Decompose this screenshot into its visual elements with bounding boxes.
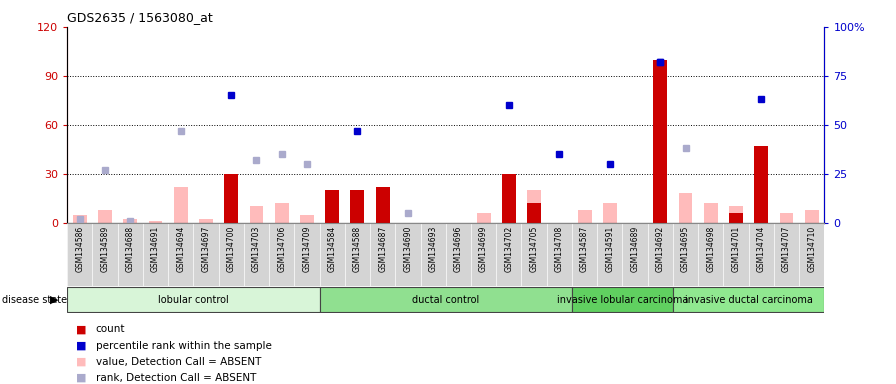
Bar xyxy=(325,190,339,223)
Bar xyxy=(325,220,339,223)
Text: lobular control: lobular control xyxy=(158,295,228,305)
Text: GSM134695: GSM134695 xyxy=(681,226,690,272)
Bar xyxy=(300,215,314,223)
Bar xyxy=(502,174,516,223)
Text: GSM134707: GSM134707 xyxy=(782,226,791,272)
Bar xyxy=(99,210,112,223)
Text: GSM134709: GSM134709 xyxy=(303,226,312,272)
Text: GSM134696: GSM134696 xyxy=(454,226,463,272)
Text: GSM134702: GSM134702 xyxy=(504,226,513,272)
Text: count: count xyxy=(96,324,125,334)
Bar xyxy=(704,203,718,223)
Bar xyxy=(729,207,743,223)
Bar xyxy=(780,213,793,223)
Bar xyxy=(527,190,541,223)
Text: GSM134689: GSM134689 xyxy=(631,226,640,272)
Text: GSM134708: GSM134708 xyxy=(555,226,564,272)
Text: GSM134586: GSM134586 xyxy=(75,226,84,272)
Text: GSM134692: GSM134692 xyxy=(656,226,665,272)
Text: ductal control: ductal control xyxy=(412,295,479,305)
Bar xyxy=(73,215,87,223)
Bar xyxy=(199,220,213,223)
Text: GSM134687: GSM134687 xyxy=(378,226,387,272)
Bar xyxy=(250,207,263,223)
Text: GSM134591: GSM134591 xyxy=(606,226,615,272)
Bar xyxy=(754,146,768,223)
Bar xyxy=(275,203,289,223)
Bar xyxy=(350,190,365,223)
Bar xyxy=(653,60,668,223)
Bar xyxy=(603,203,616,223)
Text: ■: ■ xyxy=(76,324,87,334)
Text: invasive lobular carcinoma: invasive lobular carcinoma xyxy=(556,295,688,305)
Bar xyxy=(527,203,541,223)
FancyBboxPatch shape xyxy=(67,286,320,313)
Text: GSM134705: GSM134705 xyxy=(530,226,538,272)
Text: GSM134706: GSM134706 xyxy=(277,226,286,272)
FancyBboxPatch shape xyxy=(572,286,673,313)
Bar xyxy=(578,210,591,223)
Bar xyxy=(149,221,162,223)
Text: GSM134704: GSM134704 xyxy=(757,226,766,272)
Bar xyxy=(174,187,187,223)
Text: GSM134694: GSM134694 xyxy=(177,226,185,272)
Text: rank, Detection Call = ABSENT: rank, Detection Call = ABSENT xyxy=(96,373,256,383)
Text: GSM134690: GSM134690 xyxy=(403,226,412,272)
Text: GSM134688: GSM134688 xyxy=(125,226,134,272)
Text: GSM134698: GSM134698 xyxy=(706,226,715,272)
Text: GSM134701: GSM134701 xyxy=(731,226,740,272)
Text: GSM134703: GSM134703 xyxy=(252,226,261,272)
Text: GSM134710: GSM134710 xyxy=(807,226,816,272)
Text: GSM134700: GSM134700 xyxy=(227,226,236,272)
Text: ■: ■ xyxy=(76,357,87,367)
FancyBboxPatch shape xyxy=(320,286,572,313)
Bar xyxy=(375,187,390,223)
Bar xyxy=(477,213,490,223)
Text: ▶: ▶ xyxy=(50,295,58,305)
Text: disease state: disease state xyxy=(2,295,67,305)
FancyBboxPatch shape xyxy=(673,286,824,313)
Text: ■: ■ xyxy=(76,373,87,383)
Text: GSM134691: GSM134691 xyxy=(151,226,160,272)
Text: GDS2635 / 1563080_at: GDS2635 / 1563080_at xyxy=(67,11,213,24)
Text: invasive ductal carcinoma: invasive ductal carcinoma xyxy=(685,295,813,305)
Bar xyxy=(375,216,390,223)
Text: GSM134699: GSM134699 xyxy=(479,226,488,272)
Text: value, Detection Call = ABSENT: value, Detection Call = ABSENT xyxy=(96,357,262,367)
Text: GSM134589: GSM134589 xyxy=(100,226,109,272)
Bar xyxy=(729,213,743,223)
Bar xyxy=(124,220,137,223)
Text: percentile rank within the sample: percentile rank within the sample xyxy=(96,341,271,351)
Bar xyxy=(678,194,693,223)
Text: GSM134584: GSM134584 xyxy=(328,226,337,272)
Text: ■: ■ xyxy=(76,341,87,351)
Text: GSM134587: GSM134587 xyxy=(580,226,589,272)
Bar xyxy=(224,174,238,223)
Text: GSM134588: GSM134588 xyxy=(353,226,362,272)
Text: GSM134697: GSM134697 xyxy=(202,226,211,272)
Bar xyxy=(502,174,516,223)
Bar xyxy=(805,210,819,223)
Text: GSM134693: GSM134693 xyxy=(428,226,437,272)
